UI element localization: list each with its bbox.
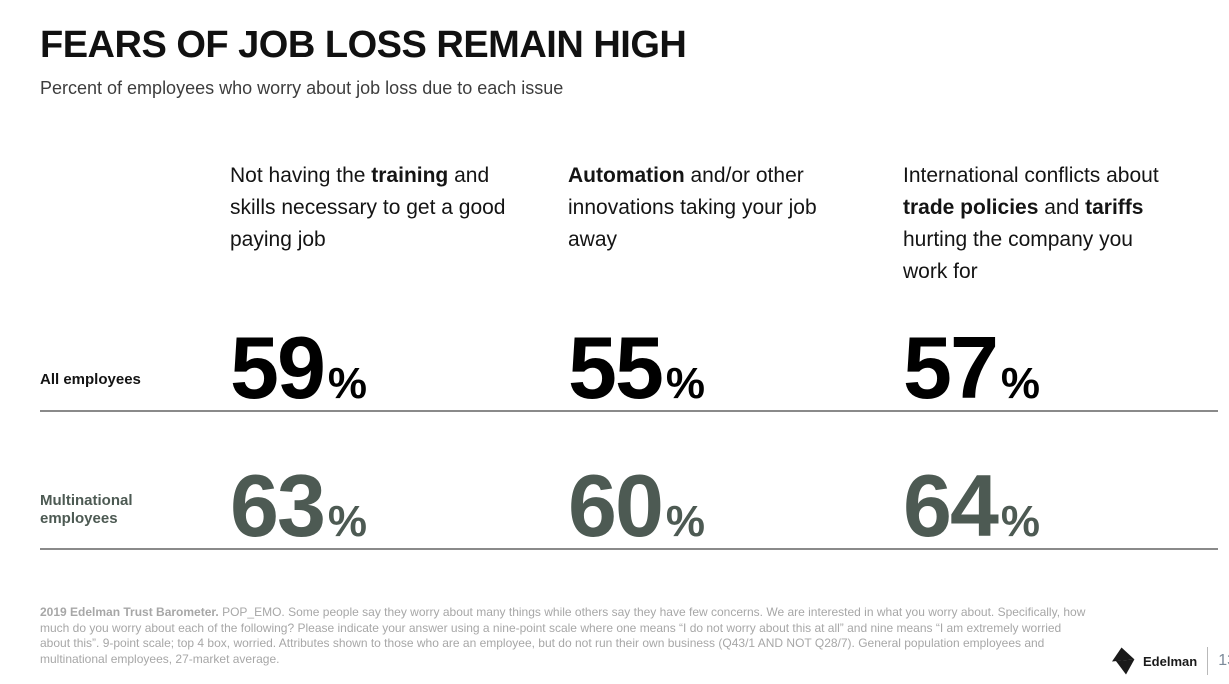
footnote-body: POP_EMO. Some people say they worry abou… [40, 605, 1086, 666]
percent-sign: % [1000, 359, 1041, 408]
row-label-multinational-employees: Multinational employees [40, 492, 133, 527]
percent-sign: % [327, 359, 368, 408]
column-header-training: Not having the training and skills neces… [230, 160, 520, 256]
percent-sign: % [665, 497, 706, 546]
footer-brand-block: Edelman 13 [1112, 644, 1229, 678]
value-multinational-training: 63% [230, 462, 367, 554]
value-number: 55 [568, 318, 664, 417]
row-divider [40, 548, 1218, 550]
value-number: 63 [230, 456, 326, 555]
page-title: FEARS OF JOB LOSS REMAIN HIGH [40, 24, 687, 66]
header-segment: and [1038, 196, 1086, 219]
value-number: 57 [903, 318, 999, 417]
value-number: 60 [568, 456, 664, 555]
page-number: 13 [1218, 652, 1229, 669]
header-segment: and skills necessary to get a good payin… [230, 164, 506, 251]
column-header-automation: Automation and/or other innovations taki… [568, 160, 858, 256]
edelman-logo-icon [1112, 647, 1135, 675]
row-divider [40, 410, 1218, 412]
value-all-trade: 57% [903, 324, 1183, 416]
header-segment: hurting the company you work for [903, 228, 1133, 283]
header-segment-bold: tariffs [1085, 196, 1144, 219]
column-header-trade: International conflicts about trade poli… [903, 160, 1183, 288]
header-segment-bold: training [371, 164, 449, 187]
header-segment-bold: Automation [568, 164, 685, 187]
percent-sign: % [327, 497, 368, 546]
value-all-training: 59% [230, 324, 367, 416]
value-all-automation: 55% [568, 324, 705, 416]
footnote-source: 2019 Edelman Trust Barometer. [40, 605, 219, 619]
footnote: 2019 Edelman Trust Barometer. POP_EMO. S… [40, 605, 1088, 667]
percent-sign: % [665, 359, 706, 408]
value-number: 64 [903, 456, 999, 555]
footer-divider [1207, 647, 1209, 675]
row-label-all-employees: All employees [40, 371, 141, 388]
value-multinational-trade: 64% [903, 462, 1183, 554]
value-multinational-automation: 60% [568, 462, 705, 554]
value-number: 59 [230, 318, 326, 417]
header-segment: Not having the [230, 164, 372, 187]
page-subtitle: Percent of employees who worry about job… [40, 78, 564, 98]
header-segment: and/or other innovations taking your job… [568, 164, 817, 251]
percent-sign: % [1000, 497, 1041, 546]
header-segment-bold: trade policies [903, 196, 1039, 219]
brand-name: Edelman [1143, 653, 1198, 669]
header-segment: International conflicts about [903, 164, 1159, 187]
